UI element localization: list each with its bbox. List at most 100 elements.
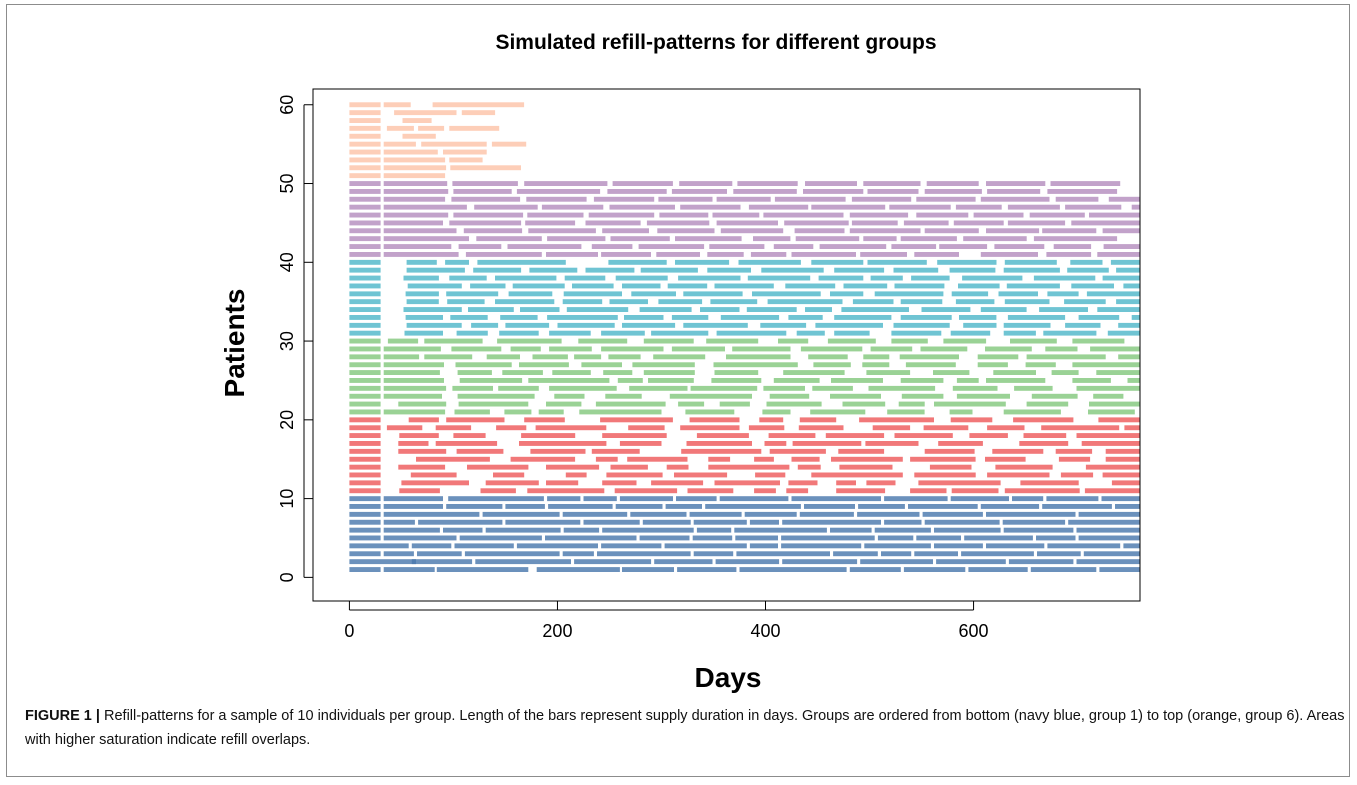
refill-bar bbox=[955, 204, 1002, 210]
refill-bar bbox=[510, 346, 541, 352]
y-tick-label: 60 bbox=[277, 95, 297, 115]
refill-bar bbox=[1085, 464, 1140, 470]
refill-bar bbox=[1033, 275, 1096, 281]
refill-bar bbox=[383, 551, 414, 557]
refill-bar bbox=[843, 283, 888, 289]
refill-bar bbox=[825, 433, 885, 438]
refill-bar bbox=[659, 212, 709, 218]
refill-bar bbox=[581, 362, 622, 368]
refill-bar bbox=[436, 567, 529, 572]
refill-bar bbox=[933, 370, 970, 375]
refill-bar bbox=[666, 464, 689, 470]
refill-bar bbox=[994, 244, 1045, 249]
refill-bar bbox=[383, 204, 467, 210]
refill-bar bbox=[769, 448, 826, 454]
refill-bar bbox=[774, 196, 846, 202]
refill-bar bbox=[545, 535, 637, 541]
refill-bar bbox=[656, 252, 700, 257]
refill-bar bbox=[454, 543, 514, 549]
refill-bar bbox=[764, 441, 787, 446]
refill-bar bbox=[987, 472, 1050, 478]
refill-bar bbox=[1065, 322, 1101, 328]
refill-bar bbox=[1107, 330, 1140, 336]
refill-bar bbox=[454, 409, 490, 415]
refill-bar bbox=[692, 535, 733, 541]
refill-bar bbox=[1078, 315, 1120, 320]
refill-bar bbox=[349, 102, 381, 108]
refill-bar bbox=[475, 559, 571, 565]
refill-bar bbox=[547, 236, 606, 242]
refill-bar bbox=[851, 196, 912, 202]
refill-bar bbox=[1102, 228, 1140, 234]
refill-bar bbox=[986, 228, 1040, 234]
refill-bar bbox=[696, 433, 749, 438]
y-tick-label: 50 bbox=[277, 174, 297, 194]
refill-bar bbox=[491, 141, 527, 147]
refill-bar bbox=[1010, 338, 1057, 344]
refill-bar bbox=[453, 433, 486, 438]
refill-bar bbox=[383, 535, 457, 541]
refill-bar bbox=[349, 385, 381, 391]
refill-bar bbox=[1041, 425, 1120, 431]
refill-bar bbox=[405, 291, 439, 297]
refill-bar bbox=[512, 283, 565, 289]
refill-bar bbox=[910, 488, 947, 494]
refill-bar bbox=[608, 259, 667, 265]
refill-bar bbox=[383, 244, 452, 249]
refill-bar bbox=[973, 212, 1024, 218]
refill-bar bbox=[498, 385, 539, 391]
refill-bar bbox=[455, 362, 512, 368]
refill-bar bbox=[811, 204, 886, 210]
refill-bar bbox=[658, 196, 713, 202]
refill-bar bbox=[934, 527, 1001, 533]
refill-bar bbox=[588, 212, 655, 218]
refill-bar bbox=[676, 496, 717, 502]
refill-bar bbox=[602, 228, 649, 234]
refill-bar bbox=[521, 433, 576, 438]
refill-bar bbox=[683, 291, 743, 297]
refill-bar bbox=[402, 133, 436, 139]
refill-bar bbox=[674, 472, 728, 478]
refill-bar bbox=[836, 480, 856, 486]
refill-bar bbox=[782, 519, 881, 525]
refill-bar bbox=[406, 322, 462, 328]
refill-bar bbox=[678, 275, 741, 281]
refill-bar bbox=[600, 417, 673, 423]
refill-bar bbox=[710, 299, 758, 305]
refill-bar bbox=[833, 551, 878, 557]
refill-bar bbox=[510, 456, 576, 462]
refill-bar bbox=[1012, 496, 1044, 502]
refill-bar bbox=[610, 236, 670, 242]
refill-bar bbox=[708, 464, 790, 470]
refill-bar bbox=[905, 362, 956, 368]
refill-bar bbox=[995, 464, 1053, 470]
refill-bar bbox=[870, 275, 903, 281]
refill-bar bbox=[950, 330, 991, 336]
refill-bar bbox=[574, 559, 652, 565]
refill-bar bbox=[642, 519, 691, 525]
refill-bar bbox=[1058, 456, 1091, 462]
refill-bar bbox=[1115, 504, 1140, 509]
refill-bar bbox=[968, 567, 1028, 572]
refill-bar bbox=[486, 354, 520, 360]
refill-bar bbox=[791, 252, 856, 257]
refill-bar bbox=[474, 204, 538, 210]
refill-bar bbox=[936, 559, 1006, 565]
refill-bar bbox=[406, 299, 439, 305]
refill-bar bbox=[1037, 551, 1081, 557]
refill-bar bbox=[716, 196, 771, 202]
refill-bar bbox=[527, 488, 605, 494]
refill-bar bbox=[830, 393, 881, 399]
refill-bar bbox=[446, 417, 505, 423]
refill-bar bbox=[934, 543, 983, 549]
refill-bar bbox=[799, 511, 854, 517]
refill-bar bbox=[610, 464, 648, 470]
refill-bar bbox=[714, 480, 780, 486]
refill-bar bbox=[914, 551, 958, 557]
x-tick-label: 200 bbox=[542, 621, 572, 641]
refill-bar bbox=[753, 236, 791, 242]
refill-bar bbox=[818, 275, 864, 281]
refill-bar bbox=[349, 133, 381, 139]
refill-bar bbox=[595, 456, 618, 462]
refill-bar bbox=[834, 267, 885, 273]
